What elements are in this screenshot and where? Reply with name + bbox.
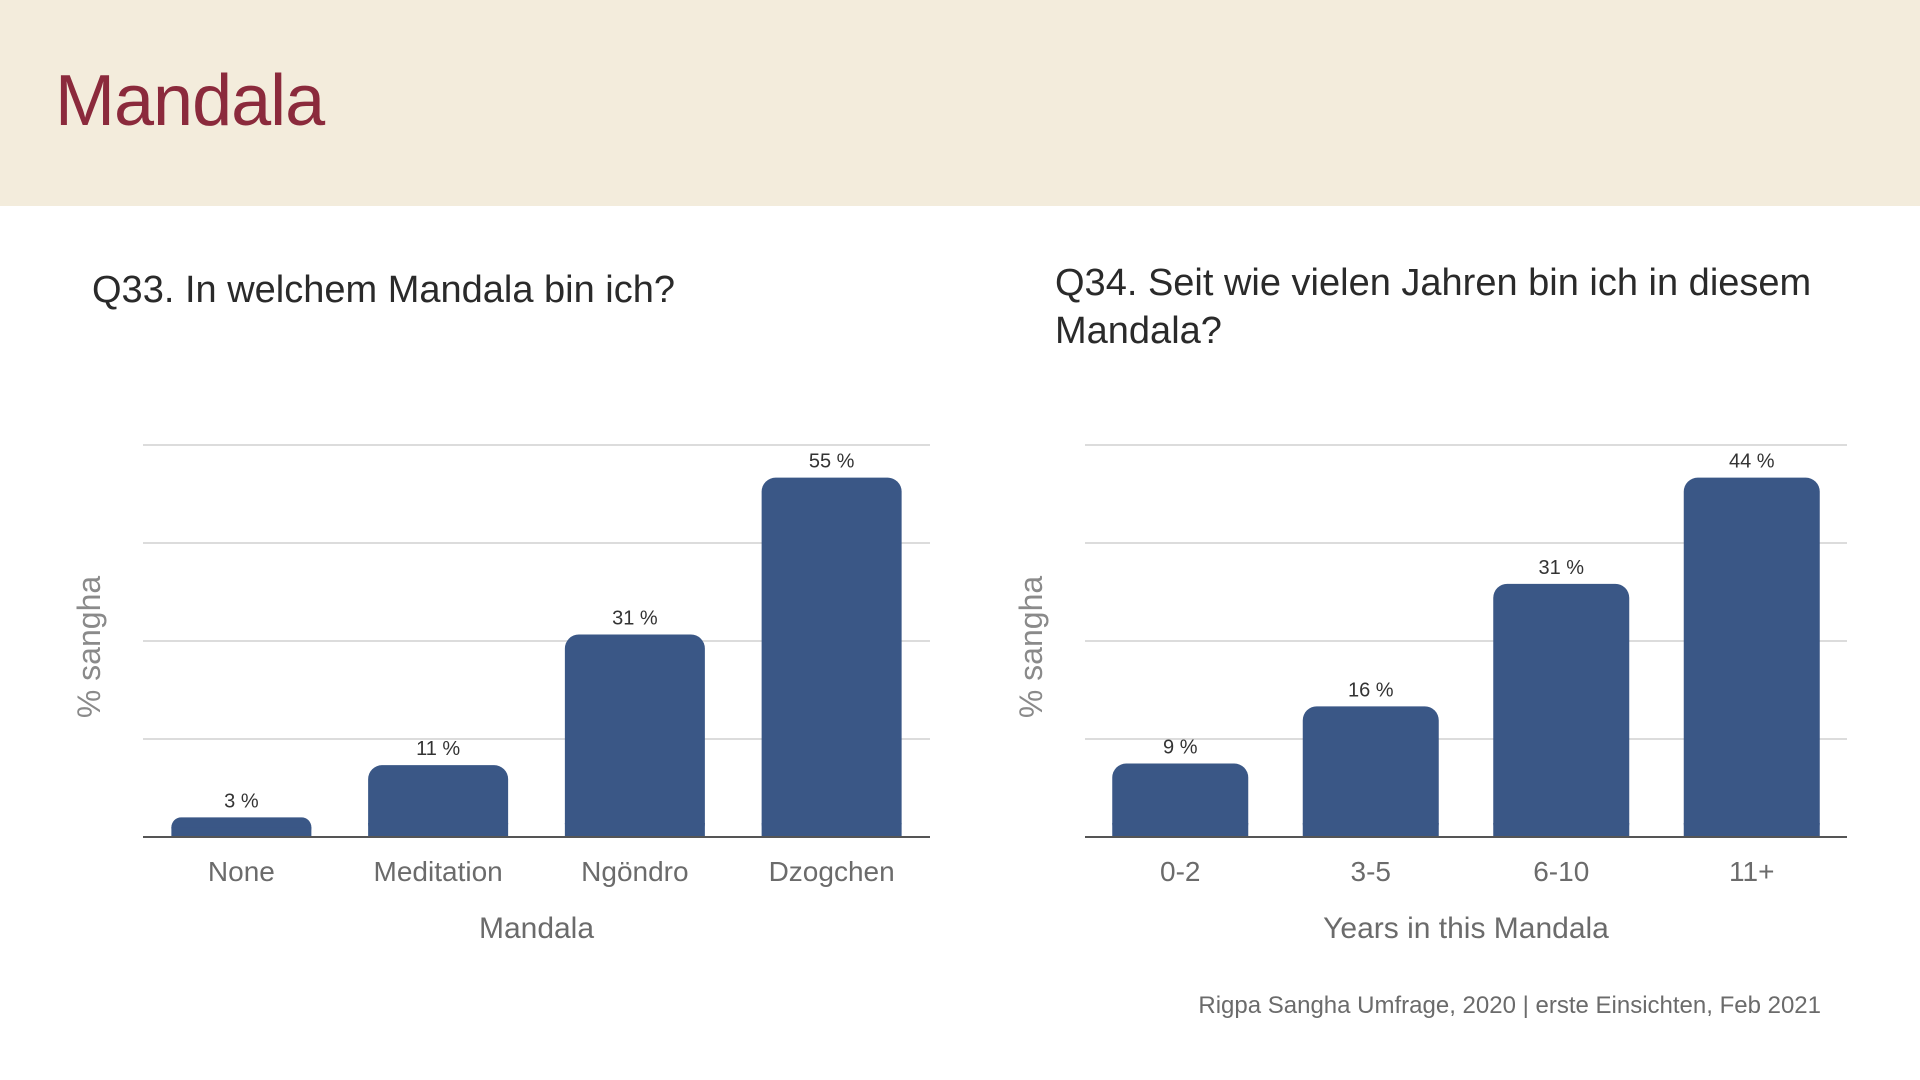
bar-base — [1302, 823, 1439, 837]
category-label: Ngöndro — [581, 856, 688, 887]
category-label: Meditation — [374, 856, 503, 887]
category-label: Dzogchen — [769, 856, 895, 887]
bar-6-10 — [1493, 583, 1630, 838]
bar-base — [1112, 823, 1249, 837]
bar-base — [368, 823, 509, 837]
chart-title-q33: Q33. In welchem Mandala bin ich? — [92, 269, 675, 311]
data-label: 44 % — [1729, 451, 1775, 473]
bar-dzogchen — [761, 477, 902, 838]
bar-ng-ndro — [564, 634, 705, 838]
bar-meditation — [368, 765, 509, 838]
bar-3-5 — [1302, 706, 1439, 838]
bar-base — [1683, 823, 1820, 837]
category-label: 11+ — [1729, 856, 1774, 887]
y-axis-label: % sangha — [1013, 576, 1049, 719]
bar-base — [564, 823, 705, 837]
chart-mandala: 3 % 11 % 31 % 55 % None Meditation Ngöndro Dzo… — [71, 444, 930, 945]
x-axis-label: Years in this Mandala — [1323, 912, 1609, 945]
data-label: 55 % — [809, 451, 855, 473]
bar-0-2 — [1112, 763, 1249, 838]
data-label: 31 % — [612, 607, 658, 629]
x-axis-label: Mandala — [479, 912, 594, 945]
data-label: 9 % — [1163, 737, 1198, 759]
category-label: 0-2 — [1160, 856, 1200, 887]
bar-base — [761, 823, 902, 837]
category-label: 6-10 — [1533, 856, 1589, 887]
footer-source: Rigpa Sangha Umfrage, 2020 | erste Einsi… — [1198, 992, 1821, 1019]
category-label: None — [208, 856, 275, 887]
data-label: 31 % — [1538, 557, 1584, 579]
page-title: Mandala — [55, 61, 325, 141]
data-label: 3 % — [224, 790, 259, 812]
bar-11- — [1683, 477, 1820, 838]
category-label: 3-5 — [1351, 856, 1391, 887]
data-label: 11 % — [416, 738, 460, 760]
chart-title-q34: Q34. Seit wie vielen Jahren bin ich in d… — [1055, 262, 1812, 352]
bar-base — [171, 827, 312, 837]
data-label: 16 % — [1348, 679, 1394, 701]
chart-years: 9 % 16 % 31 % 44 % 0-2 3-5 6-10 11+ Years in t… — [1013, 444, 1847, 945]
header-band — [0, 0, 1920, 206]
bar-base — [1493, 823, 1630, 837]
y-axis-label: % sangha — [71, 576, 107, 719]
